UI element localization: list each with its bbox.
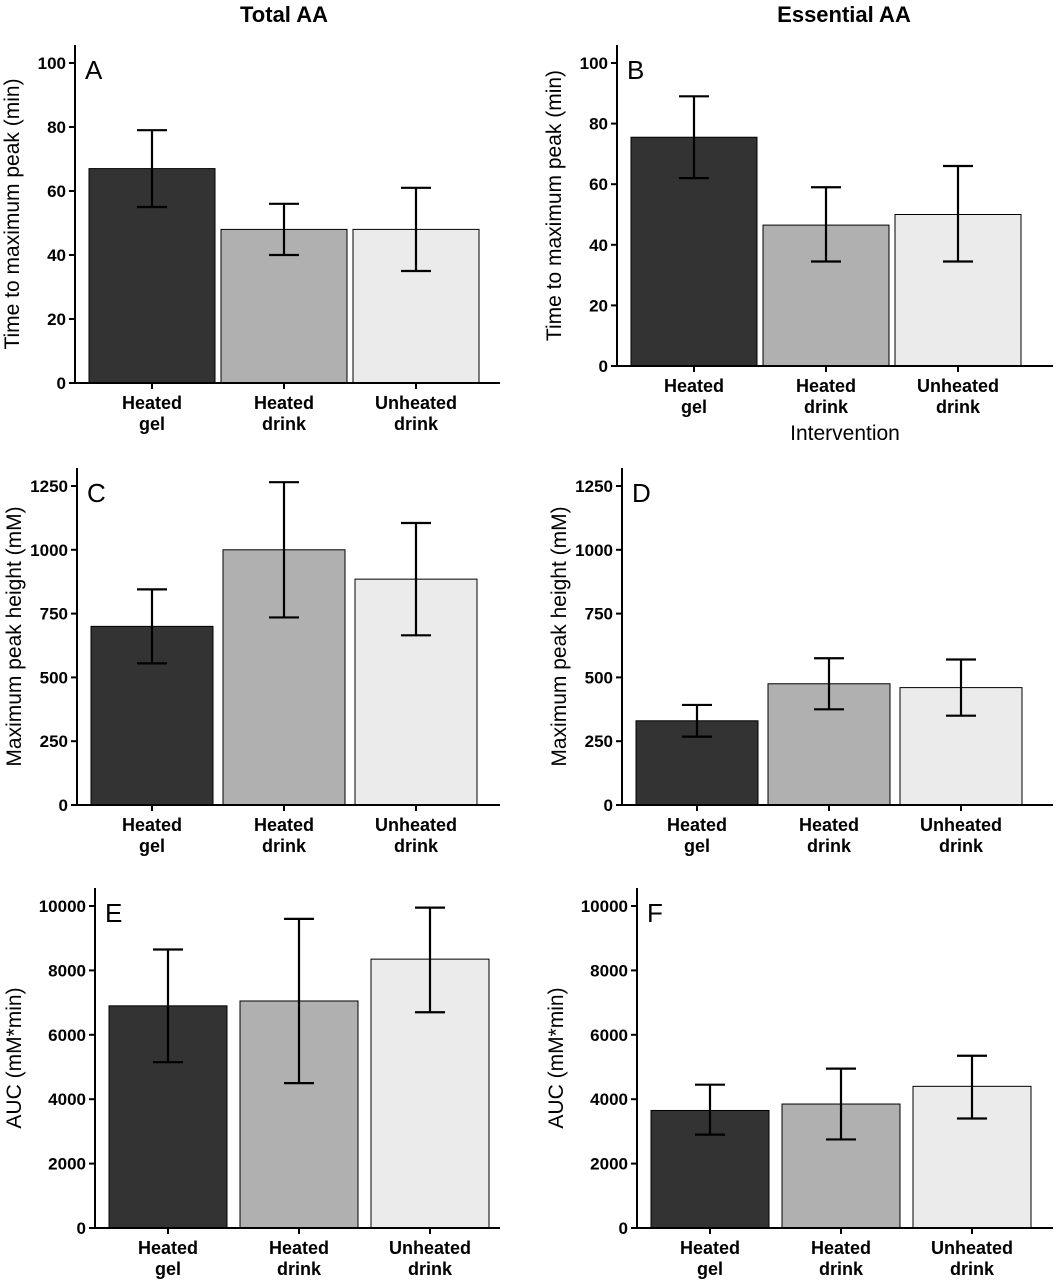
- panel-a-y-tick-label-5: 100: [38, 54, 66, 73]
- panel-d-y-tick-label-0: 0: [604, 796, 613, 815]
- panel-d-y-tick-label-2: 500: [585, 668, 613, 687]
- panel-b-x-axis-title: Intervention: [790, 422, 900, 445]
- panel-d-category-label-0-line-0: Heated: [667, 815, 727, 835]
- panel-f-y-axis-title: AUC (mM*min): [545, 987, 568, 1128]
- panel-a-y-axis-title: Time to maximum peak (min): [1, 78, 24, 349]
- column-title-essential-aa: Essential AA: [777, 2, 911, 27]
- panel-c-category-label-2-line-1: drink: [394, 836, 439, 856]
- panel-e-y-tick-label-1: 2000: [48, 1155, 86, 1174]
- panel-a-y-tick-label-4: 80: [47, 118, 66, 137]
- panel-e-y-tick-label-4: 8000: [48, 961, 86, 980]
- panel-a-y-tick-label-0: 0: [57, 374, 66, 393]
- panel-b-y-tick-label-2: 40: [589, 236, 608, 255]
- panel-e-y-tick-label-3: 6000: [48, 1026, 86, 1045]
- panel-e-y-tick-label-5: 10000: [39, 897, 86, 916]
- panel-a-y-tick-label-2: 40: [47, 246, 66, 265]
- panel-f-y-tick-label-4: 8000: [590, 961, 628, 980]
- panel-b-y-tick-label-3: 60: [589, 175, 608, 194]
- panel-b-category-label-2-line-0: Unheated: [917, 376, 999, 396]
- panel-c-y-tick-label-2: 500: [40, 668, 68, 687]
- panel-d-y-tick-label-5: 1250: [575, 477, 613, 496]
- panel-e-category-label-2-line-1: drink: [408, 1259, 453, 1279]
- panel-a-category-label-0-line-1: gel: [139, 414, 165, 434]
- panel-a-y-tick-label-3: 60: [47, 182, 66, 201]
- panel-d-category-label-1-line-0: Heated: [799, 815, 859, 835]
- panel-f-category-label-2-line-1: drink: [950, 1259, 995, 1279]
- panel-d-y-tick-label-1: 250: [585, 732, 613, 751]
- panel-b-y-tick-label-4: 80: [589, 115, 608, 134]
- panel-f-category-label-0-line-0: Heated: [680, 1238, 740, 1258]
- panel-e-category-label-0-line-0: Heated: [138, 1238, 198, 1258]
- panel-d-category-label-0-line-1: gel: [684, 836, 710, 856]
- panel-e-y-tick-label-0: 0: [77, 1219, 86, 1238]
- panel-c-y-axis-title: Maximum peak height (mM): [3, 506, 26, 766]
- panel-b-category-label-1-line-0: Heated: [796, 376, 856, 396]
- panel-e-category-label-1-line-0: Heated: [269, 1238, 329, 1258]
- panel-f-y-tick-label-5: 10000: [581, 897, 628, 916]
- panel-c-y-tick-label-0: 0: [59, 796, 68, 815]
- panel-e-y-tick-label-2: 4000: [48, 1090, 86, 1109]
- panel-c-y-tick-label-4: 1000: [30, 541, 68, 560]
- panel-d-y-axis-title: Maximum peak height (mM): [548, 506, 571, 766]
- column-title-total-aa: Total AA: [240, 2, 328, 27]
- panel-b-category-label-0-line-0: Heated: [664, 376, 724, 396]
- panel-c-y-tick-label-5: 1250: [30, 477, 68, 496]
- panel-c-category-label-2-line-0: Unheated: [375, 815, 457, 835]
- panel-b-y-tick-label-0: 0: [599, 357, 608, 376]
- panel-a-y-tick-label-1: 20: [47, 310, 66, 329]
- panel-c-category-label-1-line-1: drink: [262, 836, 307, 856]
- panel-c-category-label-0-line-0: Heated: [122, 815, 182, 835]
- panel-a-category-label-1-line-1: drink: [262, 414, 307, 434]
- panel-e-category-label-0-line-1: gel: [155, 1259, 181, 1279]
- panel-b-category-label-0-line-1: gel: [681, 397, 707, 417]
- panel-f-category-label-0-line-1: gel: [697, 1259, 723, 1279]
- panel-a-category-label-0-line-0: Heated: [122, 393, 182, 413]
- panel-d-y-tick-label-4: 1000: [575, 541, 613, 560]
- panel-f-category-label-1-line-1: drink: [819, 1259, 864, 1279]
- panel-a-category-label-2-line-1: drink: [394, 414, 439, 434]
- panel-d-letter: D: [632, 478, 651, 508]
- panel-f-y-tick-label-2: 4000: [590, 1090, 628, 1109]
- panel-b-y-tick-label-1: 20: [589, 296, 608, 315]
- panel-d-y-tick-label-3: 750: [585, 605, 613, 624]
- panel-f-y-tick-label-0: 0: [619, 1219, 628, 1238]
- panel-c-category-label-0-line-1: gel: [139, 836, 165, 856]
- panel-b-letter: B: [627, 55, 644, 85]
- panel-b-category-label-2-line-1: drink: [936, 397, 981, 417]
- panel-f-category-label-2-line-0: Unheated: [931, 1238, 1013, 1258]
- panel-a-category-label-2-line-0: Unheated: [375, 393, 457, 413]
- panel-f-category-label-1-line-0: Heated: [811, 1238, 871, 1258]
- panel-d-category-label-1-line-1: drink: [807, 836, 852, 856]
- panel-c-category-label-1-line-0: Heated: [254, 815, 314, 835]
- panel-a-category-label-1-line-0: Heated: [254, 393, 314, 413]
- panel-f-letter: F: [647, 898, 663, 928]
- panel-c-letter: C: [87, 478, 106, 508]
- panel-f-y-tick-label-1: 2000: [590, 1155, 628, 1174]
- panel-b-y-tick-label-5: 100: [580, 54, 608, 73]
- panel-e-category-label-1-line-1: drink: [277, 1259, 322, 1279]
- panel-e-letter: E: [105, 898, 122, 928]
- panel-e-y-axis-title: AUC (mM*min): [3, 987, 26, 1128]
- panel-b-category-label-1-line-1: drink: [804, 397, 849, 417]
- panel-c-y-tick-label-3: 750: [40, 605, 68, 624]
- panel-f-y-tick-label-3: 6000: [590, 1026, 628, 1045]
- panel-b-y-axis-title: Time to maximum peak (min): [543, 70, 566, 341]
- panel-a-letter: A: [85, 55, 103, 85]
- panel-e-category-label-2-line-0: Unheated: [389, 1238, 471, 1258]
- panel-d-category-label-2-line-0: Unheated: [920, 815, 1002, 835]
- panel-d-category-label-2-line-1: drink: [939, 836, 984, 856]
- panel-c-y-tick-label-1: 250: [40, 732, 68, 751]
